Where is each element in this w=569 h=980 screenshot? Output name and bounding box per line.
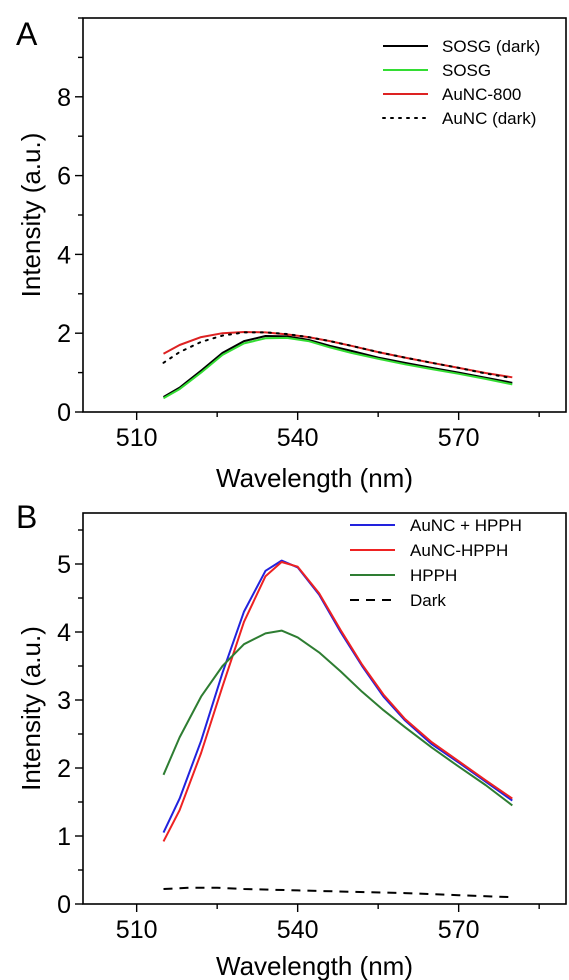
y-tick-label: 2 [57,320,71,348]
y-tick-label: 3 [57,687,71,715]
chart-panel-b: 510 540 570 0 1 2 3 4 5 Wavelength (nm) Intensity … [16,499,567,980]
series-line-aunc-hpph [162,559,513,834]
series-line-sosg-dark [162,335,513,398]
x-tick-label: 510 [116,424,158,452]
x-axis-label: Wavelength (nm) [216,463,413,493]
x-tick-label: 540 [277,424,319,452]
x-tick-label: 570 [438,916,480,944]
x-tick-label: 510 [116,916,158,944]
y-tick-label: 0 [57,399,71,427]
y-tick-label: 4 [57,241,71,269]
plot-frame [82,17,567,413]
x-tick-label: 570 [438,424,480,452]
legend-label: SOSG (dark) [442,37,540,56]
legend: SOSG (dark) SOSG AuNC-800 AuNC (dark) [382,37,540,128]
legend-label: AuNC-800 [442,85,521,104]
series-line-hpph [162,629,513,807]
chart-panel-a: 510 540 570 0 2 4 6 8 Wavelength (nm) Intensity (… [16,16,567,493]
series-line-aunc-hpph [162,561,513,842]
legend-label: HPPH [410,566,457,585]
series-line-aunc-800 [163,331,513,379]
series-line-dark [163,886,513,899]
series-line-aunc-dark [162,331,514,380]
legend-label: Dark [410,591,446,610]
series-line-sosg [163,336,513,400]
y-axis-label: Intensity (a.u.) [16,133,46,298]
y-tick-label: 5 [57,551,71,579]
legend-label: SOSG [442,61,491,80]
y-tick-label: 4 [57,619,71,647]
y-tick-label: 0 [57,891,71,919]
legend-label: AuNC + HPPH [410,516,522,535]
panel-label: A [16,16,38,52]
y-tick-label: 8 [57,84,71,112]
legend-label: AuNC-HPPH [410,541,508,560]
plot-frame [82,512,567,905]
y-axis-label: Intensity (a.u.) [16,626,46,791]
x-tick-label: 540 [277,916,319,944]
x-axis-label: Wavelength (nm) [216,951,413,980]
y-tick-label: 1 [57,823,71,851]
y-tick-label: 6 [57,163,71,191]
panel-label: B [16,499,37,535]
legend-label: AuNC (dark) [442,109,536,128]
y-tick-label: 2 [57,755,71,783]
legend: AuNC + HPPH AuNC-HPPH HPPH Dark [350,516,522,610]
